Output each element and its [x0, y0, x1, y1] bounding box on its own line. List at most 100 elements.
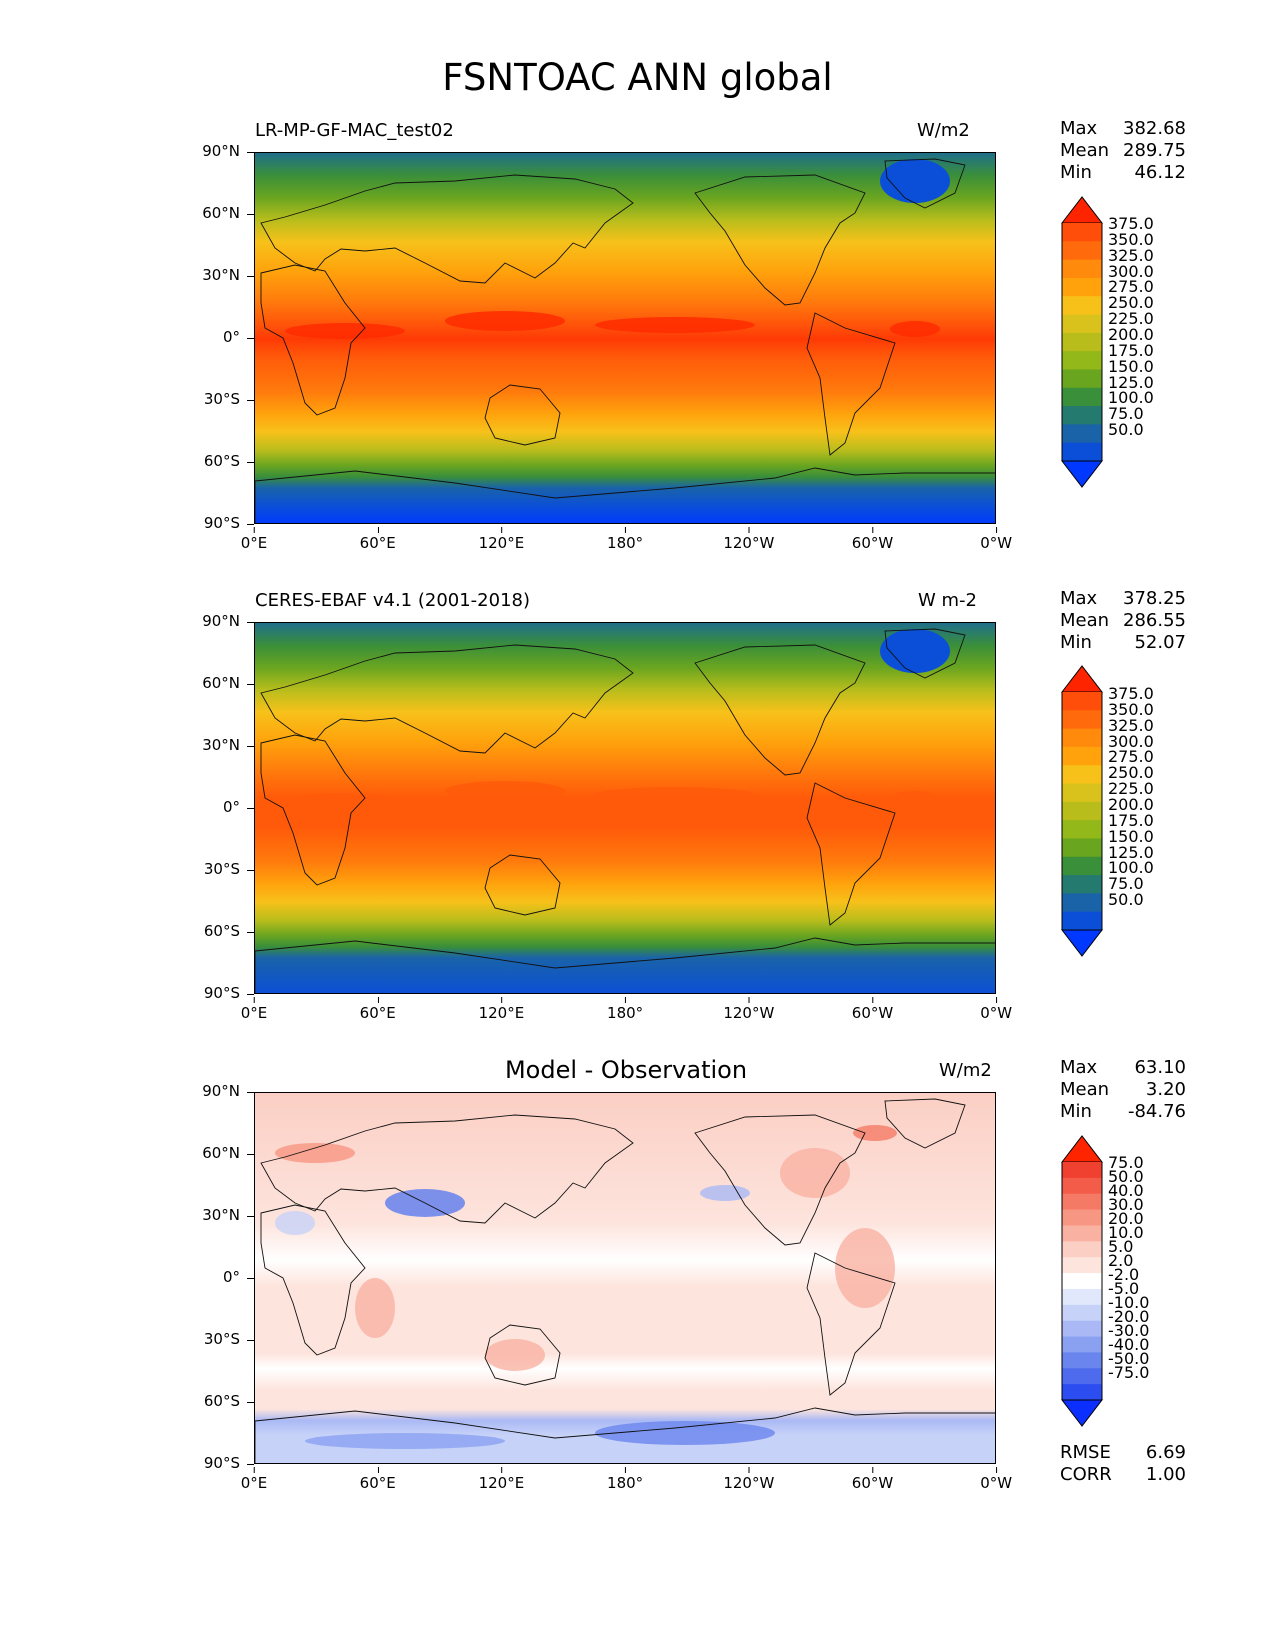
- colorbar-tick-label: 325.0: [1108, 715, 1154, 735]
- colorbar-band: [1062, 1162, 1102, 1179]
- colorbar-ticks: 375.0 350.0 325.0 300.0 275.0 250.0 225.0 200.0…: [1108, 216, 1154, 438]
- coastline: [694, 174, 866, 306]
- colorbar-band: [1062, 875, 1102, 894]
- stat-max: 378.25: [1123, 588, 1186, 609]
- coastline: [255, 1407, 995, 1463]
- coastline: [484, 384, 561, 446]
- anomaly-patch: [355, 1278, 395, 1338]
- colorbar-tick-label: 375.0: [1108, 214, 1154, 233]
- colorbar-band: [1062, 369, 1102, 389]
- lat-tick-label: 30°S: [150, 860, 254, 878]
- colorbar-band: [1062, 1368, 1102, 1385]
- lat-tick-label: 30°N: [150, 736, 254, 754]
- colorbar-tick-label: 50.0: [1108, 1167, 1144, 1186]
- lon-tick-label: 0°W: [980, 997, 1013, 1022]
- colorbar-tick-label: 150.0: [1108, 826, 1154, 846]
- colorbar-band: [1062, 332, 1102, 352]
- colorbar-tick-label: 10.0: [1108, 1223, 1144, 1242]
- colorbar-model: [1060, 196, 1104, 488]
- map-model: [254, 152, 996, 524]
- colorbar-tick-label: 150.0: [1108, 356, 1154, 376]
- lat-tick-label: 60°N: [150, 674, 254, 692]
- anomaly-patch: [853, 1125, 897, 1141]
- colorbar-tick-label: -40.0: [1108, 1335, 1150, 1354]
- anomaly-patch: [275, 1143, 355, 1163]
- colorbar-tick-label: 300.0: [1108, 731, 1154, 751]
- colorbar-tick-label: -10.0: [1108, 1293, 1150, 1312]
- stat-min: 52.07: [1134, 632, 1186, 653]
- lon-tick-label: 120°E: [478, 1467, 525, 1492]
- panel-units: W/m2: [917, 120, 970, 141]
- colorbar-band: [1062, 1288, 1102, 1306]
- lon-tick-label: 0°E: [240, 997, 268, 1022]
- colorbar-tick-label: 50.0: [1108, 890, 1144, 910]
- colorbar-extend-min: [1060, 929, 1104, 957]
- lon-tick-label: 60°W: [851, 1467, 894, 1492]
- coastline: [260, 644, 634, 754]
- colorbar-tick-label: 20.0: [1108, 1209, 1144, 1228]
- lon-tick-label: 120°W: [723, 1467, 775, 1492]
- max-patch: [445, 781, 565, 801]
- colorbar-band: [1062, 296, 1102, 316]
- coastline: [260, 1114, 634, 1224]
- lat-tick-label: 60°S: [150, 452, 254, 470]
- lon-tick-label: 180°: [607, 997, 644, 1022]
- colorbar-band: [1062, 911, 1102, 931]
- colorbar-ticks: 375.0 350.0 325.0 300.0 275.0 250.0 225.0 200.0…: [1108, 686, 1154, 908]
- colorbar-band: [1062, 1177, 1102, 1195]
- stats-block: Max 382.68 Mean 289.75 Min 46.12: [1060, 118, 1186, 183]
- colorbar-tick-label: 275.0: [1108, 747, 1154, 767]
- colorbar-tick-label: -75.0: [1108, 1363, 1150, 1382]
- max-patch: [285, 793, 405, 809]
- lat-tick-label: 90°S: [150, 1454, 254, 1472]
- max-patch: [595, 787, 755, 803]
- colorbar-tick-label: 225.0: [1108, 779, 1154, 799]
- lat-tick-label: 60°N: [150, 1144, 254, 1162]
- colorbar-tick-label: 175.0: [1108, 340, 1154, 360]
- lon-tick-label: 0°W: [980, 1467, 1013, 1492]
- colorbar-tick-label: 75.0: [1108, 1153, 1144, 1172]
- lon-tick-label: 120°E: [478, 997, 525, 1022]
- lat-tick-label: 90°S: [150, 514, 254, 532]
- colorbar-tick-label: 350.0: [1108, 699, 1154, 719]
- stat-mean: 289.75: [1123, 140, 1186, 161]
- colorbar-tick-label: 75.0: [1108, 874, 1144, 894]
- colorbar-band: [1062, 406, 1102, 425]
- colorbar-observation: [1060, 665, 1104, 957]
- lon-tick-label: 0°E: [240, 1467, 268, 1492]
- lat-tick-label: 90°S: [150, 984, 254, 1002]
- colorbar-band: [1062, 351, 1102, 370]
- colorbar-band: [1062, 1241, 1102, 1258]
- colorbar-band: [1062, 223, 1102, 242]
- coastline: [884, 1098, 966, 1149]
- colorbar-tick-label: -20.0: [1108, 1307, 1150, 1326]
- colorbar-band: [1062, 728, 1102, 748]
- colorbar-tick-label: 75.0: [1108, 404, 1144, 424]
- colorbar-band: [1062, 838, 1102, 858]
- colorbar-band: [1062, 893, 1102, 913]
- lon-tick-label: 60°E: [359, 527, 396, 552]
- colorbar-tick-label: 300.0: [1108, 261, 1154, 281]
- colorbar-tick-label: -5.0: [1108, 1279, 1140, 1298]
- colorbar-tick-label: 200.0: [1108, 795, 1154, 815]
- lon-tick-label: 60°E: [359, 997, 396, 1022]
- lon-tick-label: 120°W: [723, 527, 775, 552]
- colorbar-tick-label: 375.0: [1108, 684, 1154, 703]
- max-patch: [890, 321, 940, 337]
- colorbar-band: [1062, 692, 1102, 711]
- anomaly-patch: [485, 1339, 545, 1371]
- colorbar-tick-label: -50.0: [1108, 1349, 1150, 1368]
- colorbar-tick-label: 5.0: [1108, 1237, 1134, 1256]
- greenland-patch: [880, 629, 950, 673]
- coastline: [260, 734, 366, 886]
- lat-tick-label: 30°N: [150, 1206, 254, 1224]
- anomaly-patch: [700, 1185, 750, 1201]
- anomaly-patch: [275, 1211, 315, 1235]
- anomaly-patch: [780, 1148, 850, 1198]
- colorbar-band: [1062, 259, 1102, 279]
- lon-tick-label: 180°: [607, 527, 644, 552]
- colorbar-extend-min: [1060, 1399, 1104, 1427]
- colorbar-tick-label: 225.0: [1108, 309, 1154, 329]
- colorbar-band: [1062, 314, 1102, 334]
- coastline: [255, 937, 995, 993]
